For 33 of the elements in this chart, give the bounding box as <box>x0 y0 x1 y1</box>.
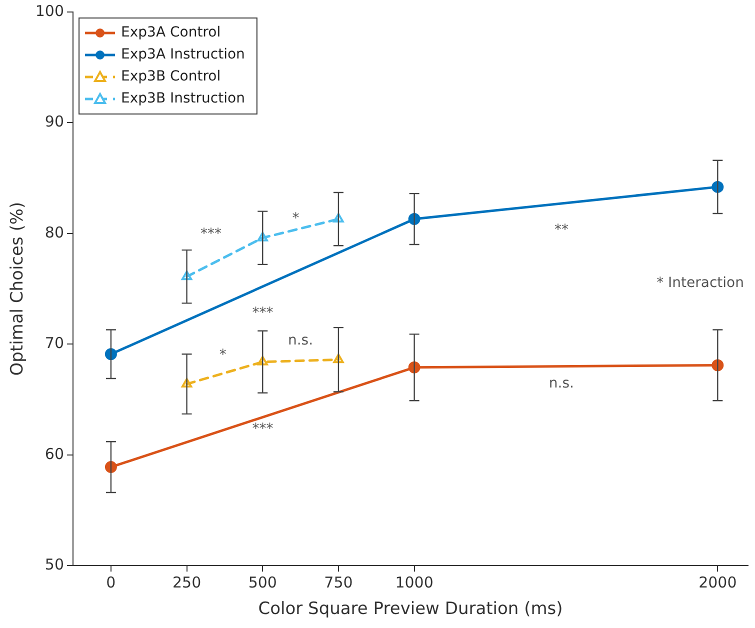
x-tick-label: 2000 <box>698 573 737 592</box>
annotation: * Interaction <box>656 274 744 291</box>
y-axis-title: Optimal Choices (%) <box>8 202 28 376</box>
y-tick-label: 90 <box>44 112 64 131</box>
y-tick-label: 100 <box>35 2 64 20</box>
x-axis-title: Color Square Preview Duration (ms) <box>258 599 563 620</box>
annotation: * <box>219 346 226 363</box>
legend-label: Exp3B Control <box>121 68 221 85</box>
y-tick-label: 80 <box>44 223 64 242</box>
point <box>333 213 344 223</box>
annotation: n.s. <box>288 332 314 348</box>
annotation: n.s. <box>548 376 574 392</box>
point <box>257 232 268 242</box>
x-tick-label: 1000 <box>395 573 434 592</box>
point <box>181 378 192 388</box>
annotation: *** <box>252 304 274 321</box>
x-tick-label: 500 <box>248 573 277 592</box>
y-tick-label: 50 <box>44 555 64 574</box>
x-tick-label: 750 <box>324 573 353 592</box>
annotation: *** <box>252 421 274 438</box>
annotation: *** <box>200 226 222 242</box>
point <box>257 356 268 366</box>
legend-label: Exp3A Control <box>121 24 221 41</box>
annotation: ** <box>554 222 568 238</box>
legend-label: Exp3B Instruction <box>121 90 245 107</box>
x-tick-label: 250 <box>172 573 202 592</box>
y-tick-label: 60 <box>44 444 64 463</box>
y-tick-label: 70 <box>44 334 64 352</box>
point <box>333 354 344 364</box>
annotation: * <box>292 210 300 227</box>
legend-label: Exp3A Instruction <box>121 46 245 63</box>
point <box>181 270 192 280</box>
x-tick-label: 0 <box>106 573 116 592</box>
